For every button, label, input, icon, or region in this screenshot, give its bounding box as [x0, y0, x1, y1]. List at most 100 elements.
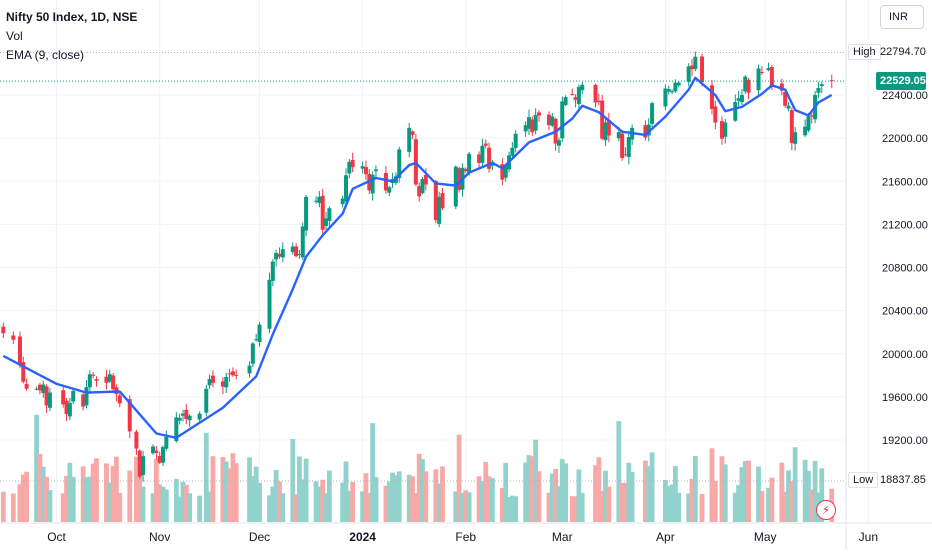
volume-bar [676, 492, 682, 522]
candle-body [47, 392, 52, 408]
candle-body [733, 102, 738, 121]
candle-body [161, 447, 166, 463]
x-tick-label: Oct [47, 530, 66, 544]
volume-bar [117, 492, 123, 522]
candle-body [64, 400, 69, 415]
currency-button[interactable]: INR [880, 5, 924, 29]
candle-body [440, 193, 445, 209]
volume-bar [303, 458, 309, 522]
candle-body [793, 132, 798, 144]
candle-body [423, 174, 428, 185]
x-tick-label: Feb [455, 530, 476, 544]
candle-body [477, 154, 482, 163]
candle-body [234, 374, 239, 376]
candle-body [550, 116, 555, 126]
candle-body [1, 326, 6, 334]
volume-bar [782, 491, 788, 522]
volume-bar [180, 481, 186, 522]
volume-bar [423, 471, 429, 522]
volume-bar [812, 460, 818, 522]
volume-bar [17, 484, 23, 522]
candle-body [779, 83, 784, 91]
candle-body [746, 79, 751, 93]
candle-body [503, 165, 508, 178]
volume-bar [257, 482, 262, 522]
volume-bar [456, 434, 462, 522]
candle-body [324, 218, 329, 226]
volume-bar [366, 493, 372, 522]
volume-bar [766, 487, 771, 522]
volume-bar [277, 481, 282, 522]
volume-bar [556, 486, 562, 522]
volume-bar [686, 493, 692, 522]
volume-bar [267, 495, 272, 522]
candle-body [487, 147, 492, 169]
candle-body [603, 122, 608, 141]
candle-body [437, 196, 442, 224]
candle-body [250, 343, 255, 364]
candle-body [646, 124, 651, 136]
volume-bar [526, 455, 532, 522]
candle-body [806, 116, 811, 131]
volume-bar [483, 461, 489, 522]
candle-body [277, 253, 282, 257]
volume-bar [94, 458, 99, 522]
volume-bar [346, 491, 352, 522]
candle-body [107, 374, 112, 382]
volume-bar [563, 463, 568, 522]
candle-body [363, 167, 368, 175]
volume-bar [220, 457, 226, 522]
volume-bar [476, 476, 482, 522]
x-tick-label: Dec [249, 530, 270, 544]
candle-body [573, 97, 578, 100]
y-tick-label: 21200.00 [882, 219, 928, 231]
candle-body [314, 200, 319, 202]
volume-bar [80, 466, 86, 522]
volume-bar [140, 486, 146, 522]
volume-bar [313, 481, 319, 522]
candle-body [510, 147, 515, 156]
candle-body [157, 455, 162, 463]
volume-bar [722, 464, 728, 522]
ema-line [2, 76, 833, 439]
volume-bar [280, 493, 286, 522]
candle-body [227, 373, 232, 375]
candle-body [111, 375, 116, 390]
volume-bar [603, 470, 608, 522]
candle-body [340, 198, 345, 205]
volume-bar [360, 491, 366, 522]
volume-bar [383, 485, 389, 522]
candle-body [643, 125, 648, 138]
volume-bar [153, 459, 159, 522]
volume-bar [503, 462, 509, 522]
volume-bar [350, 481, 356, 522]
candle-body [756, 68, 761, 91]
candle-body [267, 279, 272, 329]
candle-body [360, 166, 365, 169]
volume-bar [769, 477, 775, 522]
volume-bar [732, 492, 738, 522]
candle-body [563, 97, 568, 105]
candle-body [686, 66, 691, 82]
volume-bar [370, 423, 376, 522]
volume-bar [649, 452, 655, 522]
candle-body [526, 117, 531, 129]
lightning-icon[interactable]: ⚡ [816, 500, 836, 520]
volume-bar [573, 496, 578, 522]
candle-body [134, 431, 139, 449]
x-tick-label: 2024 [349, 530, 376, 544]
candle-body [580, 84, 585, 91]
candle-body [417, 186, 422, 197]
candle-body [274, 252, 279, 260]
candle-body [709, 85, 714, 110]
ema-path [2, 76, 833, 439]
volume-bar [513, 496, 519, 522]
volume-bar [463, 490, 469, 522]
y-tick-label: 20800.00 [882, 263, 928, 275]
candle-body [164, 436, 169, 449]
volume-bar [87, 476, 93, 522]
candle-body [663, 88, 668, 107]
volume-bar [107, 482, 113, 522]
